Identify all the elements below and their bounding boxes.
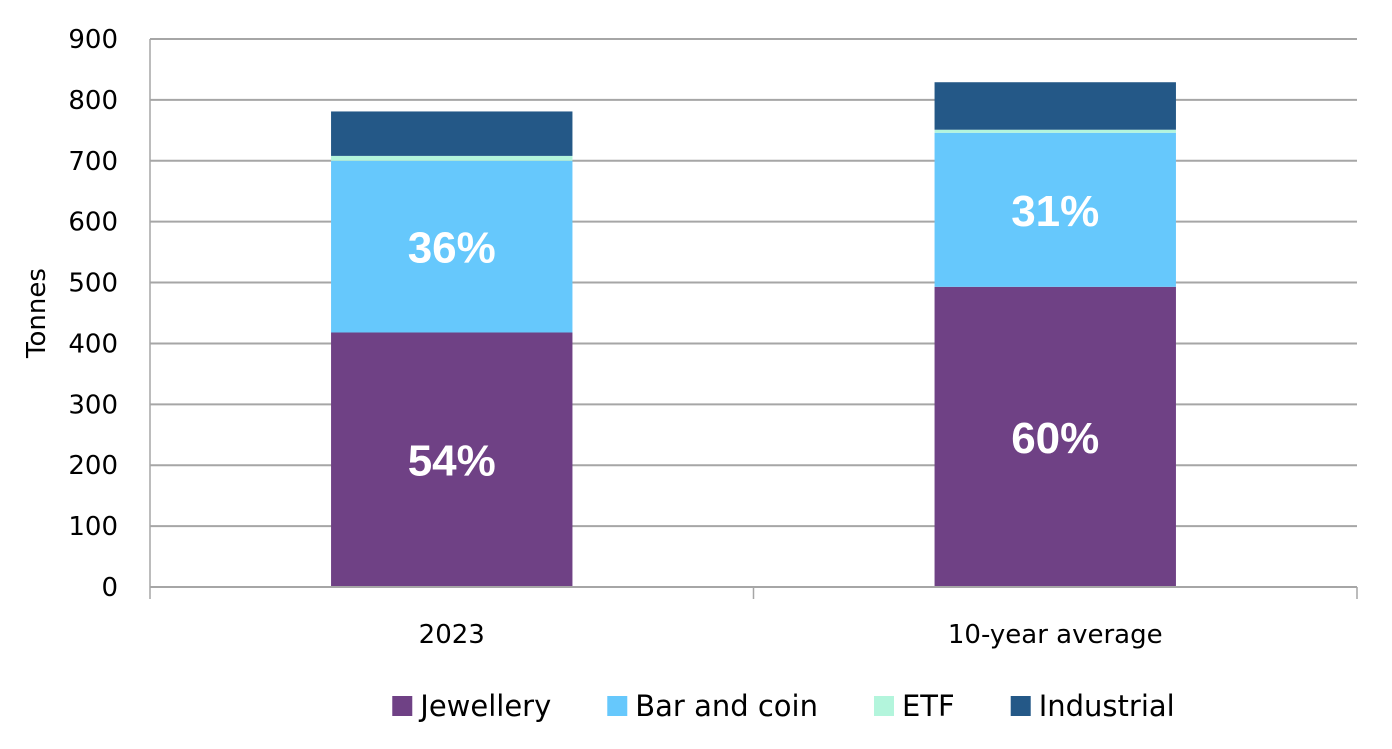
bar-segment-bar-and-coin (934, 132, 1176, 287)
bar-segment-etf (934, 129, 1176, 133)
bars: 54% 36% 60% 31% (331, 82, 1176, 587)
data-label: 60% (1011, 414, 1099, 463)
y-tick-label: 600 (68, 208, 118, 238)
legend-label: ETF (902, 689, 955, 723)
y-tick-label: 500 (68, 269, 118, 299)
x-tick-label: 2023 (419, 620, 485, 650)
y-tick-label: 800 (68, 86, 118, 116)
y-tick-label: 200 (68, 451, 118, 481)
bar-segment-etf (331, 155, 573, 161)
bar-segment-industrial (934, 82, 1176, 130)
bar-segment-jewellery (331, 332, 573, 587)
y-tick-label: 0 (101, 573, 118, 603)
legend-swatch-jewellery (392, 696, 413, 716)
y-tick-label: 100 (68, 512, 118, 542)
bar-segment-jewellery (934, 286, 1176, 587)
legend-swatch-bar-and-coin (607, 696, 628, 716)
bar-segment-bar-and-coin (331, 160, 573, 333)
data-label: 36% (408, 224, 496, 273)
legend-swatch-etf (873, 696, 894, 716)
legend: Jewellery Bar and coin ETF Industrial (392, 689, 1175, 723)
y-tick-label: 400 (68, 329, 118, 359)
y-tick-label: 700 (68, 147, 118, 177)
data-label: 54% (408, 437, 496, 486)
y-axis-title: Tonnes (22, 268, 52, 359)
legend-swatch-industrial (1010, 696, 1031, 716)
legend-label: Bar and coin (635, 689, 818, 723)
legend-label: Industrial (1039, 689, 1175, 723)
bar-segment-industrial (331, 111, 573, 156)
legend-label: Jewellery (418, 689, 551, 723)
axes: 0 100 200 300 400 500 600 700 800 900 2023 10-year … (68, 25, 1358, 650)
y-tick-label: 900 (68, 25, 118, 55)
x-tick-label: 10-year average (948, 620, 1163, 650)
data-label: 31% (1011, 187, 1099, 236)
y-tick-label: 300 (68, 390, 118, 420)
